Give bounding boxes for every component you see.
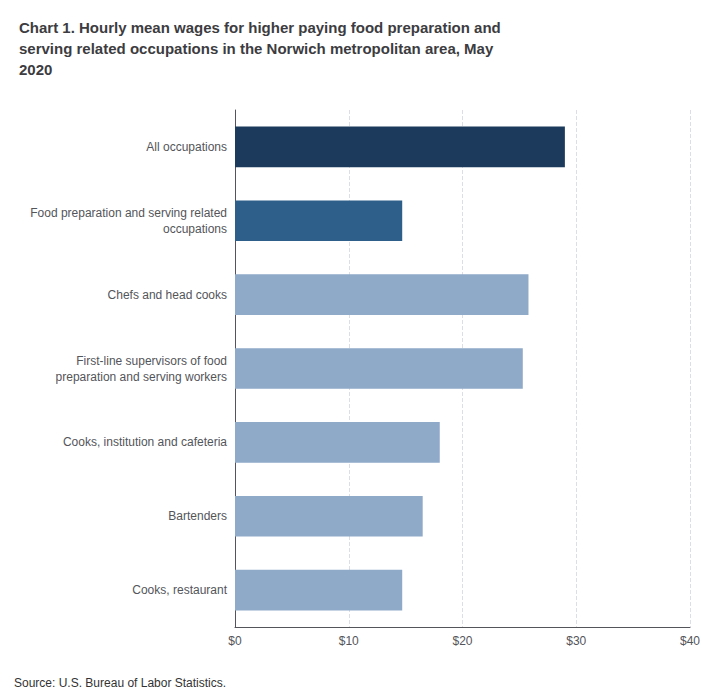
svg-text:occupations: occupations bbox=[163, 222, 227, 236]
svg-text:2020: 2020 bbox=[19, 61, 52, 78]
svg-text:$10: $10 bbox=[339, 634, 359, 648]
svg-text:Source: U.S. Bureau of Labor S: Source: U.S. Bureau of Labor Statistics. bbox=[14, 676, 226, 690]
svg-text:Food preparation and serving r: Food preparation and serving related bbox=[30, 206, 227, 220]
svg-text:serving related occupations in: serving related occupations in the Norwi… bbox=[19, 40, 494, 57]
svg-text:All occupations: All occupations bbox=[146, 140, 227, 154]
svg-text:Cooks, institution and cafeter: Cooks, institution and cafeteria bbox=[63, 435, 227, 449]
svg-text:preparation and serving worker: preparation and serving workers bbox=[56, 370, 227, 384]
svg-text:$0: $0 bbox=[228, 634, 242, 648]
svg-text:$30: $30 bbox=[566, 634, 586, 648]
svg-text:First-line supervisors of food: First-line supervisors of food bbox=[76, 354, 227, 368]
svg-text:$40: $40 bbox=[680, 634, 700, 648]
svg-text:Bartenders: Bartenders bbox=[168, 509, 227, 523]
svg-text:Chefs and head cooks: Chefs and head cooks bbox=[108, 288, 227, 302]
svg-text:Chart 1. Hourly mean wages for: Chart 1. Hourly mean wages for higher pa… bbox=[19, 19, 501, 36]
svg-text:$20: $20 bbox=[452, 634, 472, 648]
svg-text:Cooks, restaurant: Cooks, restaurant bbox=[132, 583, 227, 597]
